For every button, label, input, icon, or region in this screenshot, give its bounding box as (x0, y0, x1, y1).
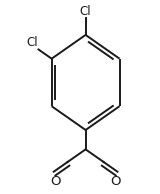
Text: O: O (50, 175, 61, 188)
Text: Cl: Cl (80, 5, 91, 18)
Text: O: O (111, 175, 121, 188)
Text: Cl: Cl (26, 36, 38, 49)
